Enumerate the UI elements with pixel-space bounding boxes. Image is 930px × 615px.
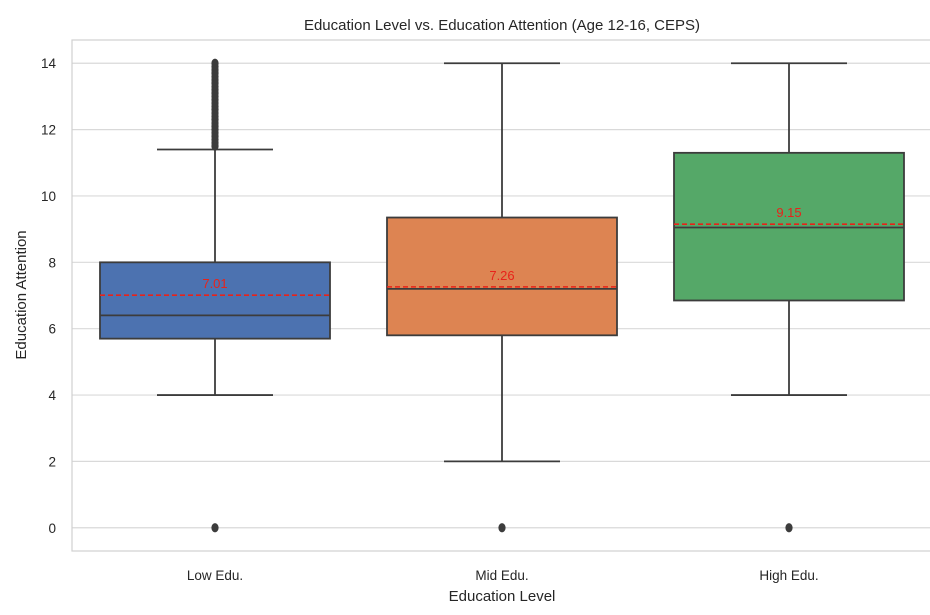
y-axis-label: Education Attention: [13, 230, 30, 359]
box-1: 7.26: [386, 62, 618, 533]
y-tick-label: 0: [48, 521, 56, 536]
outlier-point: [211, 523, 219, 533]
outlier-point: [211, 58, 219, 68]
x-tick-label: Mid Edu.: [475, 568, 528, 583]
y-tick-label: 8: [48, 255, 56, 270]
x-tick-label: Low Edu.: [187, 568, 243, 583]
x-axis-ticks: Low Edu. Mid Edu. High Edu.: [187, 568, 819, 583]
mean-label: 7.01: [202, 276, 227, 291]
y-axis-ticks: 0 2 4 6 8 10 12 14: [41, 56, 57, 536]
y-tick-label: 14: [41, 56, 57, 71]
iqr-box: [99, 261, 331, 340]
chart-title: Education Level vs. Education Attention …: [304, 17, 700, 34]
box-0: 7.01: [99, 58, 331, 533]
plot-frame: [71, 39, 930, 552]
mean-label: 9.15: [776, 205, 801, 220]
y-tick-label: 4: [48, 388, 56, 403]
y-tick-label: 12: [41, 123, 56, 138]
x-tick-label: High Edu.: [759, 568, 818, 583]
iqr-box: [386, 216, 618, 337]
y-tick-label: 2: [48, 454, 56, 469]
y-tick-label: 6: [48, 322, 56, 337]
box-2: 9.15: [673, 62, 905, 533]
x-axis-label: Education Level: [449, 588, 556, 605]
mean-label: 7.26: [489, 268, 514, 283]
y-tick-label: 10: [41, 189, 56, 204]
boxes: 7.01 7.26 9.15: [99, 58, 905, 533]
outlier-point: [498, 523, 506, 533]
outlier-point: [785, 523, 793, 533]
